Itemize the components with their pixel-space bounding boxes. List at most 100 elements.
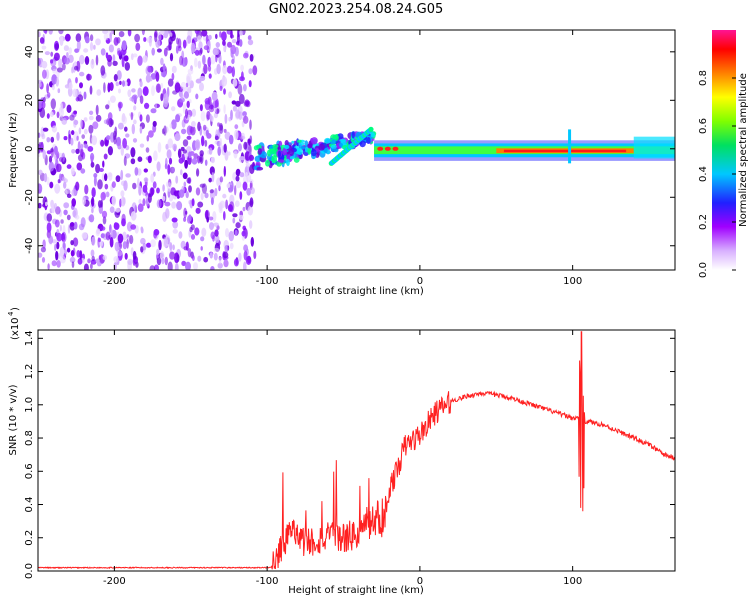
- noise-blob: [87, 146, 94, 152]
- noise-blob: [120, 169, 124, 181]
- noise-blob: [95, 114, 102, 122]
- noise-blob: [126, 221, 133, 232]
- noise-blob: [223, 128, 227, 133]
- noise-blob: [83, 91, 87, 100]
- noise-blob: [83, 128, 88, 135]
- noise-blob: [145, 114, 150, 123]
- tone-blob: [331, 139, 337, 145]
- noise-blob: [210, 156, 215, 164]
- snr-frame: [37, 329, 676, 572]
- noise-blob: [106, 118, 110, 126]
- noise-blob: [242, 181, 248, 191]
- noise-blob: [190, 42, 196, 53]
- noise-blob: [41, 257, 46, 263]
- noise-blob: [224, 245, 229, 253]
- noise-blob: [164, 201, 171, 207]
- noise-blob: [145, 74, 151, 83]
- tone-blob: [366, 137, 371, 144]
- noise-blob: [106, 135, 111, 141]
- noise-blob: [133, 119, 137, 125]
- snr-y-tick-label: 0.0: [24, 563, 35, 579]
- noise-blob: [108, 44, 114, 53]
- noise-blob: [131, 88, 136, 93]
- noise-blob: [224, 113, 228, 124]
- snr-y-scale-exp: 4: [7, 311, 15, 316]
- noise-blob: [71, 130, 75, 136]
- noise-blob: [245, 172, 248, 177]
- noise-blob: [107, 146, 113, 156]
- noise-blob: [179, 55, 184, 66]
- noise-blob: [90, 198, 94, 205]
- noise-blob: [60, 102, 63, 113]
- noise-blob: [79, 71, 85, 77]
- noise-blob: [213, 247, 220, 253]
- noise-blob: [127, 30, 132, 37]
- noise-blob: [117, 143, 122, 150]
- noise-blob: [250, 187, 255, 195]
- tone-blob: [323, 147, 328, 154]
- noise-blob: [95, 104, 99, 116]
- noise-blob: [199, 104, 203, 112]
- noise-blob: [181, 260, 187, 267]
- noise-blob: [219, 85, 223, 92]
- noise-blob: [169, 32, 173, 37]
- noise-blob: [225, 228, 229, 238]
- colorbar-tick-label: 0.2: [698, 214, 709, 230]
- noise-blob: [186, 75, 191, 84]
- noise-blob: [244, 99, 250, 106]
- noise-blob: [109, 237, 114, 248]
- noise-blob: [183, 207, 187, 219]
- noise-blob: [130, 147, 136, 158]
- noise-blob: [139, 126, 143, 134]
- noise-blob: [50, 148, 54, 153]
- noise-blob: [47, 92, 51, 98]
- colorbar-tick-label: 0.6: [698, 118, 709, 134]
- noise-blob: [233, 258, 239, 267]
- noise-blob: [238, 93, 245, 105]
- noise-blob: [246, 187, 252, 196]
- noise-blob: [70, 137, 74, 146]
- noise-blob: [194, 49, 200, 56]
- noise-blob: [223, 104, 226, 114]
- noise-blob: [100, 226, 106, 231]
- noise-blob: [124, 62, 130, 71]
- noise-blob: [238, 30, 244, 36]
- noise-blob: [63, 202, 70, 209]
- snr-y-label: SNR (10 * v/v): [8, 384, 19, 455]
- noise-blob: [62, 242, 66, 250]
- noise-blob: [235, 109, 241, 119]
- noise-blob: [90, 263, 93, 270]
- noise-blob: [172, 167, 175, 172]
- tone-blob: [289, 148, 295, 156]
- noise-blob: [114, 241, 120, 252]
- noise-blob: [205, 129, 209, 137]
- noise-blob: [73, 119, 79, 126]
- noise-blob: [75, 77, 78, 84]
- noise-blob: [192, 255, 195, 261]
- noise-blob: [238, 214, 244, 220]
- snr-panel: -200 -100 0 100 0.0 0.2 0.4 0.6 0.8 1.0 1.2 1.4 He…: [7, 307, 676, 596]
- noise-blob: [72, 237, 79, 247]
- tone-blob: [338, 143, 343, 148]
- noise-blob: [66, 104, 72, 114]
- noise-blob: [127, 258, 133, 265]
- noise-blob: [90, 152, 95, 161]
- noise-blob: [101, 210, 108, 219]
- noise-blob: [55, 77, 60, 87]
- noise-blob: [132, 250, 137, 260]
- noise-blob: [77, 258, 83, 265]
- noise-blob: [241, 230, 246, 237]
- noise-blob: [59, 35, 64, 46]
- noise-blob: [169, 123, 173, 129]
- noise-blob: [48, 155, 53, 164]
- noise-blob: [210, 266, 215, 270]
- noise-blob: [222, 193, 227, 199]
- noise-blob: [56, 241, 60, 250]
- tone-blob: [297, 139, 302, 143]
- noise-blob: [78, 127, 82, 135]
- noise-blob: [208, 177, 212, 183]
- noise-blob: [233, 150, 238, 159]
- noise-blob: [38, 169, 43, 176]
- noise-blob: [223, 259, 229, 268]
- tone-blob: [271, 155, 278, 164]
